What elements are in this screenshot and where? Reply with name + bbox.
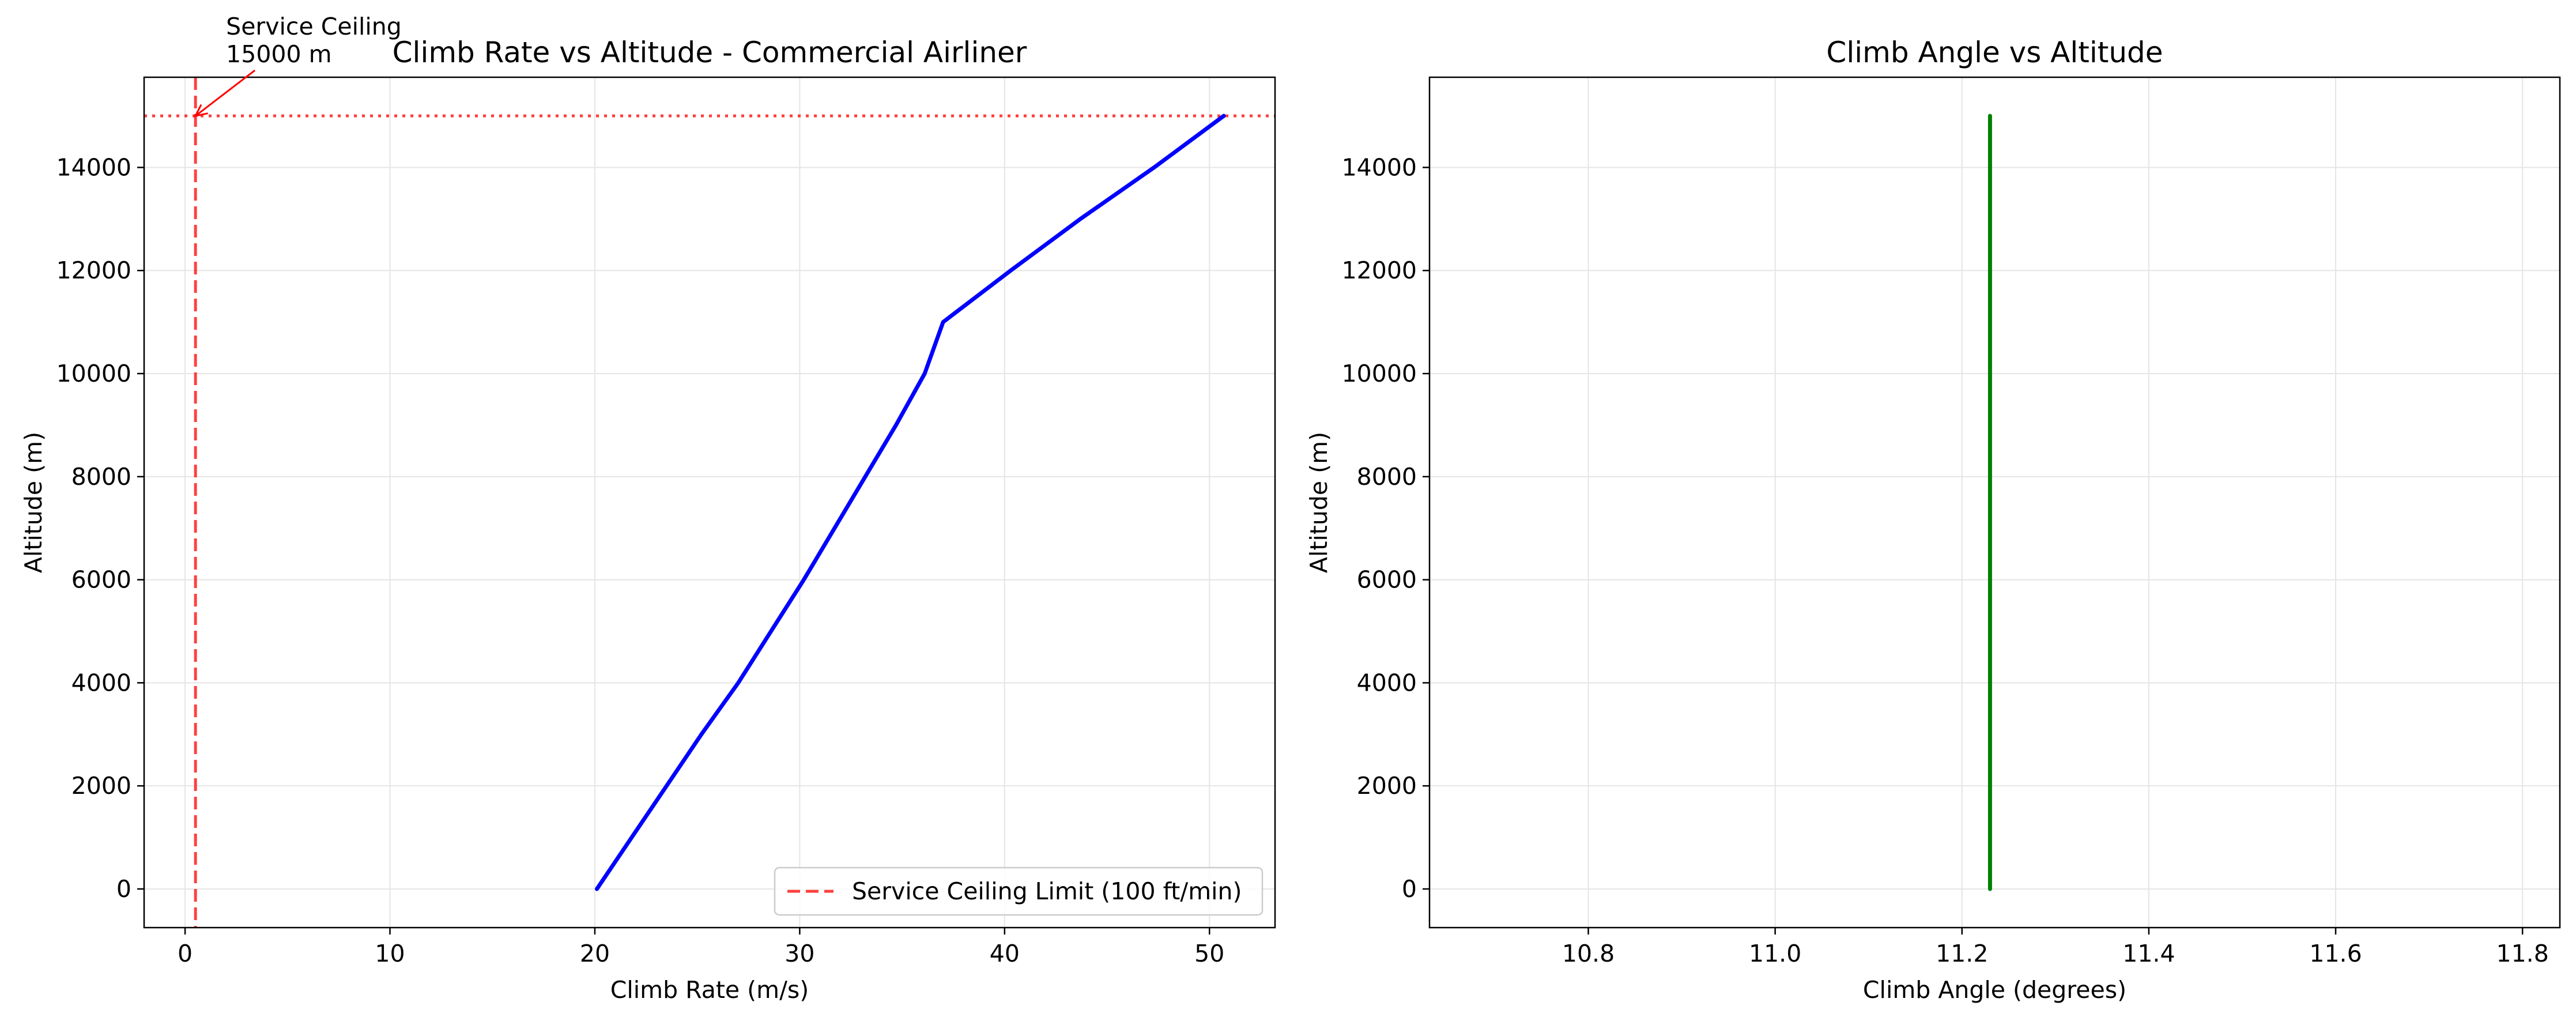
plot-frame <box>143 76 1276 929</box>
x-tick-label: 50 <box>1194 940 1224 967</box>
x-tick-label: 11.2 <box>1936 940 1988 967</box>
chart-title: Climb Rate vs Altitude - Commercial Airl… <box>393 36 1027 69</box>
plot-frame <box>1428 76 2561 929</box>
y-axis-label: Altitude (m) <box>1305 432 1333 573</box>
y-tick-label: 12000 <box>1342 257 1417 284</box>
y-tick-label: 6000 <box>71 566 131 594</box>
legend-label: Service Ceiling Limit (100 ft/min) <box>852 877 1242 905</box>
annotation-arrowhead <box>194 104 208 118</box>
x-axis-label: Climb Rate (m/s) <box>610 976 809 1004</box>
y-tick-label: 14000 <box>1342 153 1417 181</box>
x-tick-label: 10.8 <box>1562 940 1615 967</box>
x-tick-label: 11.8 <box>2496 940 2549 967</box>
climb-angle-panel: 10.8 11.0 11.2 11.4 11.6 11.8 0 2000 4000 6000 800… <box>1305 36 2561 1004</box>
y-tick-label: 0 <box>116 875 131 903</box>
y-tick-label: 0 <box>1402 875 1417 903</box>
annotation-text: 15000 m <box>226 40 331 68</box>
x-tick-label: 11.6 <box>2309 940 2362 967</box>
legend-box <box>774 866 1264 916</box>
y-tick-label: 10000 <box>1342 360 1417 387</box>
y-tick-label: 2000 <box>71 772 131 800</box>
x-tick-label: 20 <box>580 940 610 967</box>
x-tick-label: 11.4 <box>2122 940 2175 967</box>
y-tick-label: 12000 <box>56 257 131 284</box>
y-axis-label: Altitude (m) <box>20 432 47 573</box>
y-tick-label: 6000 <box>1357 566 1417 594</box>
y-tick-label: 14000 <box>56 153 131 181</box>
climb-rate-line <box>595 114 1226 891</box>
y-tick-label: 8000 <box>1357 463 1417 491</box>
x-axis-label: Climb Angle (degrees) <box>1863 976 2126 1004</box>
y-tick-label: 8000 <box>71 463 131 491</box>
climb-rate-panel: 0 10 20 30 40 50 0 2000 4000 6000 8000 10000 12000 14… <box>20 13 1276 1004</box>
x-tick-label: 10 <box>375 940 405 967</box>
y-tick-label: 4000 <box>71 669 131 696</box>
x-tick-label: 30 <box>785 940 814 967</box>
y-tick-label: 4000 <box>1357 669 1417 696</box>
y-tick-label: 2000 <box>1357 772 1417 800</box>
chart-title: Climb Angle vs Altitude <box>1826 36 2163 69</box>
legend: Service Ceiling Limit (100 ft/min) <box>774 866 1264 916</box>
annotation-text: Service Ceiling <box>226 13 402 40</box>
y-tick-label: 10000 <box>56 360 131 387</box>
annotation-arrow <box>195 69 256 117</box>
x-tick-label: 0 <box>178 940 193 967</box>
x-tick-label: 40 <box>990 940 1020 967</box>
x-tick-label: 11.0 <box>1749 940 1801 967</box>
